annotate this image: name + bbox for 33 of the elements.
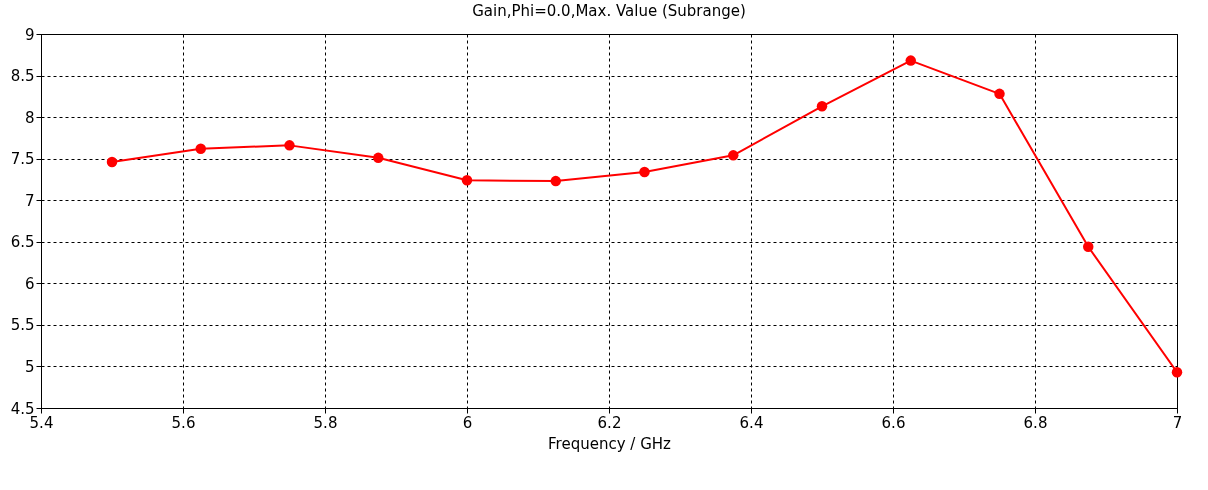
point [373,152,384,164]
point [284,140,295,151]
x-tick-label: 6.4 [739,413,764,432]
point [1171,367,1183,378]
y-tick-label: 6.5 [10,233,35,252]
x-tick-label: 6.8 [1023,413,1048,432]
point [461,175,473,186]
y-tick-label: 7 [24,191,35,210]
point [639,166,650,178]
point [728,150,739,161]
y-tick-label: 8 [24,108,35,127]
point [994,88,1005,100]
x-tick-label: 5.8 [313,413,338,432]
x-tick-label: 6 [462,413,473,432]
y-tick-label: 9 [24,25,35,44]
y-tick-label: 6 [24,274,35,293]
y-tick-label: 8.5 [10,67,35,86]
x-tick-label: 6.2 [597,413,622,432]
point [195,143,206,154]
point [1083,241,1094,252]
point [550,175,561,187]
chart-title: Gain,Phi=0.0,Max. Value (Subrange) [472,2,746,20]
x-tick-label: 5.6 [171,413,196,432]
point [816,101,828,112]
point [106,156,118,168]
x-tick-label: 6.6 [881,413,906,432]
x-axis-title: Frequency / GHz [548,434,672,453]
point [905,55,916,66]
x-tick-label: 7 [1172,413,1183,432]
y-tick-label: 5 [24,357,35,376]
x-tick-label: 5.4 [29,413,54,432]
y-tick-label: 7.5 [10,150,35,169]
y-tick-label: 5.5 [10,316,35,335]
